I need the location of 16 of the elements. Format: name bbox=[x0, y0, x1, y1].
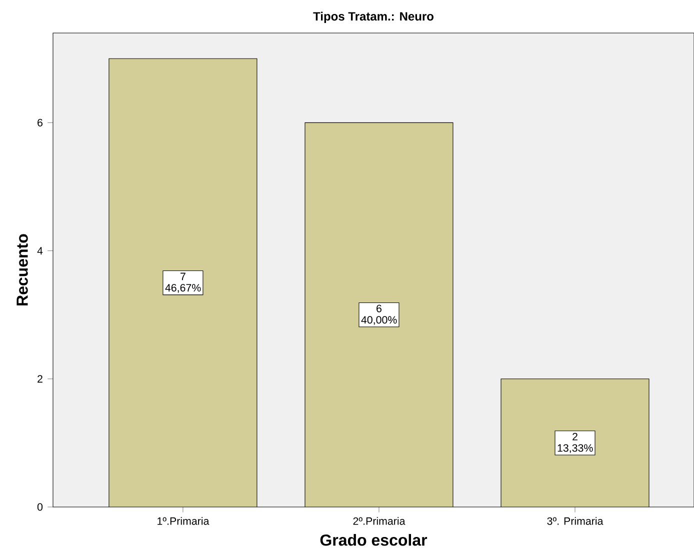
y-tick-label: 4 bbox=[37, 247, 43, 254]
data-label: 7 46,67% bbox=[165, 272, 201, 293]
x-tick-label: 3º. Primaria bbox=[547, 517, 604, 525]
x-axis-title: Grado escolar bbox=[320, 534, 428, 546]
bar bbox=[500, 378, 650, 507]
y-axis-title: Recuento bbox=[16, 234, 28, 306]
y-tick-label: 2 bbox=[38, 375, 42, 383]
data-label: 6 40,00% bbox=[361, 304, 397, 325]
bar bbox=[108, 58, 258, 507]
data-label: 2 13,33% bbox=[558, 432, 593, 453]
y-tick-label: 0 bbox=[37, 503, 43, 511]
bar bbox=[304, 122, 453, 507]
chart-title: Tipos Tratam.: Neuro bbox=[313, 12, 434, 23]
y-tick-label: 6 bbox=[38, 118, 42, 126]
x-tick-label: 2º.Primaria bbox=[353, 517, 406, 525]
x-tick-label: 1º.Primaria bbox=[158, 517, 210, 525]
